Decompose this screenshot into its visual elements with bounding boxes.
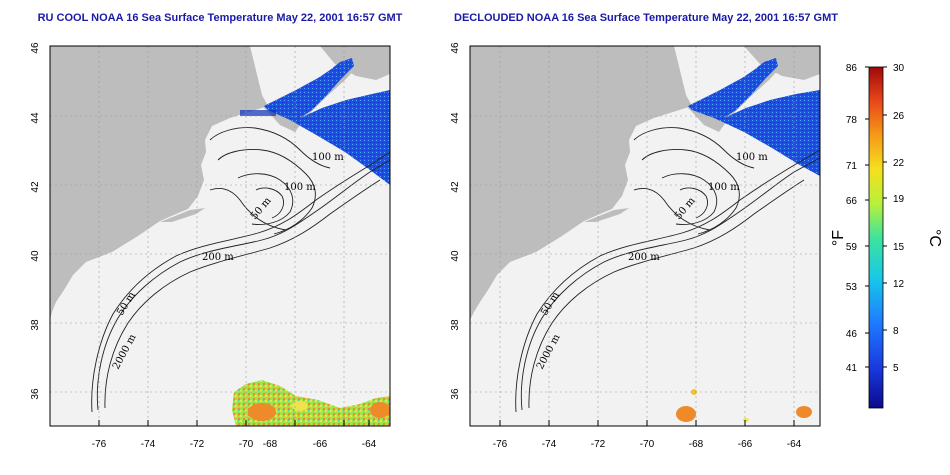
bathymetry-contours (515, 127, 820, 413)
contour-label: 100 m (708, 182, 740, 193)
sst-warm-spot (743, 418, 749, 422)
panel-title: DECLOUDED NOAA 16 Sea Surface Temperatur… (454, 12, 838, 24)
colorbar-f-tick: 78 (846, 115, 858, 126)
sst-warm-spot (676, 406, 696, 422)
long-island (584, 208, 629, 222)
y-tick-label: 42 (450, 181, 461, 193)
east-land (744, 46, 820, 80)
colorbar: 86 78 71 66 59 53 46 41 30 26 22 19 15 1… (830, 63, 943, 409)
colorbar-f-tick: 66 (846, 196, 858, 207)
land-mass (50, 46, 268, 320)
x-tick-label: -74 (141, 439, 156, 450)
x-tick-label: -64 (362, 439, 377, 450)
sst-warm-spot (796, 406, 812, 418)
x-tick-label: -68 (263, 439, 278, 450)
contour-label: 200 m (628, 252, 660, 263)
y-tick-label: 36 (450, 388, 461, 400)
colorbar-c-tick: 15 (893, 242, 905, 253)
x-tick-label: -68 (689, 439, 704, 450)
map-frame (469, 45, 821, 427)
sst-warm-spot (248, 403, 276, 421)
colorbar-f-tick: 71 (846, 161, 858, 172)
contour-label: 100 m (736, 152, 768, 163)
sst-cold-patch (264, 58, 390, 185)
x-axis (98, 420, 370, 426)
x-tick-label: -76 (92, 439, 107, 450)
colorbar-gradient (868, 66, 884, 409)
sst-warm-spot (292, 401, 308, 411)
colorbar-c-tick: 30 (893, 63, 905, 74)
y-tick-label: 38 (30, 319, 41, 331)
x-tick-label: -72 (591, 439, 606, 450)
colorbar-f-tick: 86 (846, 63, 858, 74)
y-tick-label: 40 (450, 250, 461, 262)
colorbar-f-tick: 41 (846, 363, 858, 374)
x-tick-label: -64 (787, 439, 802, 450)
sst-warm-spot (691, 389, 697, 395)
x-tick-label: -70 (239, 439, 254, 450)
x-tick-label: -76 (493, 439, 508, 450)
sst-warm-spot (370, 402, 390, 418)
y-tick-label: 46 (450, 42, 461, 54)
x-tick-label: -66 (738, 439, 753, 450)
y-tick-label: 46 (30, 42, 41, 54)
colorbar-f-tick: 53 (846, 282, 858, 293)
panel-title: RU COOL NOAA 16 Sea Surface Temperature … (38, 12, 403, 24)
east-land (320, 46, 390, 80)
contour-label: 100 m (312, 152, 344, 163)
colorbar-c-tick: 22 (893, 158, 905, 169)
colorbar-c-tick: 12 (893, 279, 905, 290)
colorbar-f-tick: 59 (846, 242, 858, 253)
bathymetry-contours (91, 127, 390, 413)
x-tick-label: -74 (542, 439, 557, 450)
long-island (160, 208, 205, 222)
y-tick-label: 36 (30, 388, 41, 400)
colorbar-c-tick: 8 (893, 326, 899, 337)
land-mass (470, 46, 692, 320)
y-tick-label: 44 (450, 112, 461, 124)
map-area: 100 m 100 m 50 m 200 m 50 m 2000 m (470, 46, 820, 426)
x-axis (499, 420, 795, 426)
map-frame (49, 45, 391, 427)
sst-cold-strip (240, 110, 276, 116)
gridlines (470, 46, 820, 426)
y-tick-label: 44 (30, 112, 41, 124)
map-panel-declouded: DECLOUDED NOAA 16 Sea Surface Temperatur… (450, 12, 838, 450)
map-panel-raw: RU COOL NOAA 16 Sea Surface Temperature … (30, 12, 403, 450)
x-tick-label: -72 (190, 439, 205, 450)
colorbar-c-tick: 5 (893, 363, 899, 374)
y-tick-label: 40 (30, 250, 41, 262)
colorbar-c-unit: °C (926, 229, 943, 247)
colorbar-f-unit: °F (830, 230, 847, 246)
x-tick-label: -70 (640, 439, 655, 450)
sst-cold-patch (688, 58, 820, 176)
colorbar-f-tick: 46 (846, 329, 858, 340)
colorbar-c-tick: 26 (893, 111, 905, 122)
colorbar-c-tick: 19 (893, 194, 905, 205)
x-tick-label: -66 (313, 439, 328, 450)
gridlines (50, 46, 390, 426)
contour-label: 200 m (202, 252, 234, 263)
contour-label: 100 m (284, 182, 316, 193)
y-tick-label: 42 (30, 181, 41, 193)
y-tick-label: 38 (450, 319, 461, 331)
map-area: 100 m 100 m 50 m 200 m 50 m 2000 m (50, 46, 390, 426)
